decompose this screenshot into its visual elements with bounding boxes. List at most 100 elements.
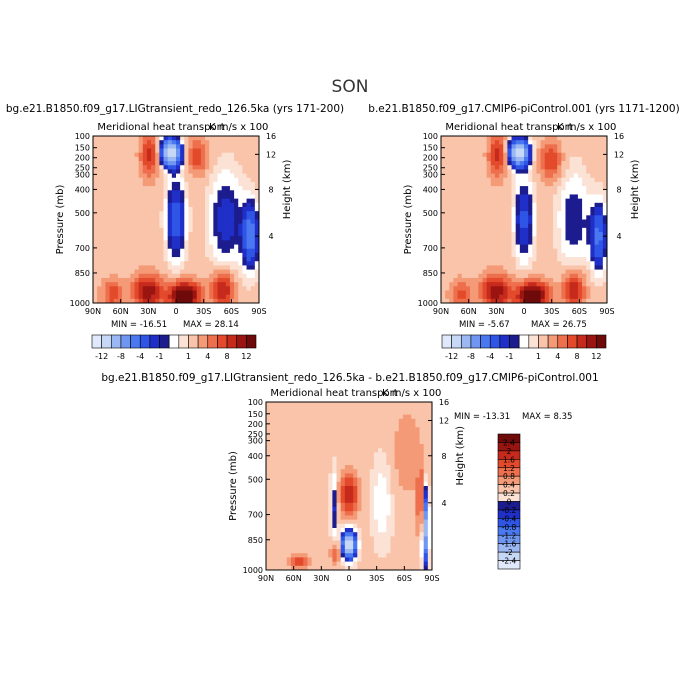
heatmap-cell — [155, 169, 160, 174]
panels: bg.e21.B1850.f09_g17.LIGtransient_redo_1… — [6, 103, 680, 583]
heatmap-cell — [553, 202, 558, 208]
heatmap-cell — [378, 544, 383, 550]
heatmap-cell — [109, 286, 115, 291]
heatmap-cell — [180, 282, 185, 287]
heatmap-cell — [180, 223, 185, 229]
x-tick-label: 90S — [251, 307, 266, 316]
heatmap-cell — [167, 177, 173, 183]
heatmap-cell — [386, 494, 391, 499]
heatmap-cell — [486, 140, 492, 145]
heatmap-cell — [324, 452, 329, 457]
heatmap-cell — [390, 444, 396, 449]
heatmap-cell — [590, 236, 595, 241]
heatmap-cell — [478, 148, 483, 154]
heatmap-cell — [378, 410, 383, 415]
heatmap-cell — [213, 269, 218, 275]
heatmap-cell — [151, 136, 156, 141]
heatmap-cell — [303, 410, 308, 415]
heatmap-cell — [528, 223, 533, 229]
heatmap-cell — [465, 144, 471, 149]
heatmap-cell — [295, 469, 300, 474]
heatmap-cell — [536, 194, 541, 200]
heatmap-cell — [101, 286, 106, 291]
heatmap-cell — [494, 282, 500, 287]
heatmap-cell — [254, 211, 260, 216]
heatmap-cell — [573, 156, 579, 162]
heatmap-cell — [307, 507, 313, 512]
heatmap-cell — [528, 282, 533, 287]
heatmap-cell — [315, 452, 321, 457]
heatmap-cell — [427, 423, 433, 428]
heatmap-cell — [336, 406, 342, 411]
heatmap-cell — [382, 528, 387, 533]
heatmap-cell — [176, 248, 181, 254]
heatmap-cell — [349, 439, 354, 445]
heatmap-cell — [328, 486, 333, 491]
heatmap-cell — [478, 211, 483, 216]
heatmap-cell — [311, 519, 317, 525]
heatmap-cell — [561, 186, 566, 191]
heatmap-cell — [353, 532, 358, 537]
heatmap-cell — [180, 252, 185, 258]
heatmap-cell — [319, 498, 325, 504]
heatmap-cell — [390, 544, 396, 550]
heatmap-cell — [97, 273, 102, 279]
heatmap-cell — [205, 165, 210, 170]
heatmap-cell — [171, 236, 177, 241]
heatmap-cell — [113, 194, 119, 200]
heatmap-cell — [299, 553, 304, 558]
heatmap-cell — [336, 519, 342, 525]
heatmap-cell — [221, 202, 227, 208]
heatmap-cell — [386, 528, 391, 533]
heatmap-cell — [499, 257, 504, 262]
heatmap-cell — [117, 177, 123, 183]
heatmap-cell — [573, 294, 579, 300]
heatmap-cell — [449, 165, 454, 170]
heatmap-cell — [234, 186, 239, 191]
heatmap-cell — [138, 136, 144, 141]
heatmap-cell — [299, 402, 304, 407]
heatmap-cell — [536, 177, 541, 183]
heatmap-cell — [217, 144, 223, 149]
heatmap-cell — [457, 244, 463, 250]
heatmap-cell — [602, 136, 608, 141]
heatmap-cell — [176, 173, 181, 179]
heatmap-cell — [586, 202, 591, 208]
heatmap-cell — [299, 418, 304, 424]
heatmap-cell — [365, 549, 371, 554]
heatmap-cell — [511, 232, 517, 237]
heatmap-cell — [303, 536, 308, 541]
heatmap-cell — [221, 136, 227, 141]
heatmap-cell — [561, 257, 566, 262]
heatmap-cell — [415, 553, 420, 558]
heatmap-cell — [515, 236, 521, 241]
heatmap-cell — [573, 206, 579, 212]
heatmap-cell — [221, 156, 227, 162]
heatmap-cell — [200, 282, 206, 287]
heatmap-cell — [490, 177, 496, 183]
heatmap-cell — [586, 294, 591, 300]
heatmap-cell — [402, 465, 408, 470]
heatmap-cell — [155, 177, 160, 183]
heatmap-cell — [105, 173, 110, 179]
heatmap-cell — [188, 261, 193, 266]
heatmap-cell — [427, 511, 433, 516]
heatmap-cell — [93, 236, 98, 241]
heatmap-cell — [565, 244, 571, 250]
heatmap-cell — [238, 244, 243, 250]
heatmap-cell — [266, 507, 271, 512]
heatmap-cell — [266, 502, 271, 508]
heatmap-cell — [515, 161, 521, 166]
heatmap-cell — [561, 290, 566, 296]
heatmap-cell — [461, 223, 467, 229]
heatmap-cell — [213, 240, 218, 245]
heatmap-cell — [602, 148, 608, 154]
heatmap-cell — [105, 148, 110, 154]
heatmap-cell — [494, 186, 500, 191]
heatmap-cell — [423, 565, 429, 571]
heatmap-cell — [390, 515, 396, 520]
heatmap-cell — [577, 190, 583, 195]
heatmap-cell — [105, 240, 110, 245]
heatmap-cell — [382, 549, 387, 554]
heatmap-cell — [146, 290, 152, 296]
